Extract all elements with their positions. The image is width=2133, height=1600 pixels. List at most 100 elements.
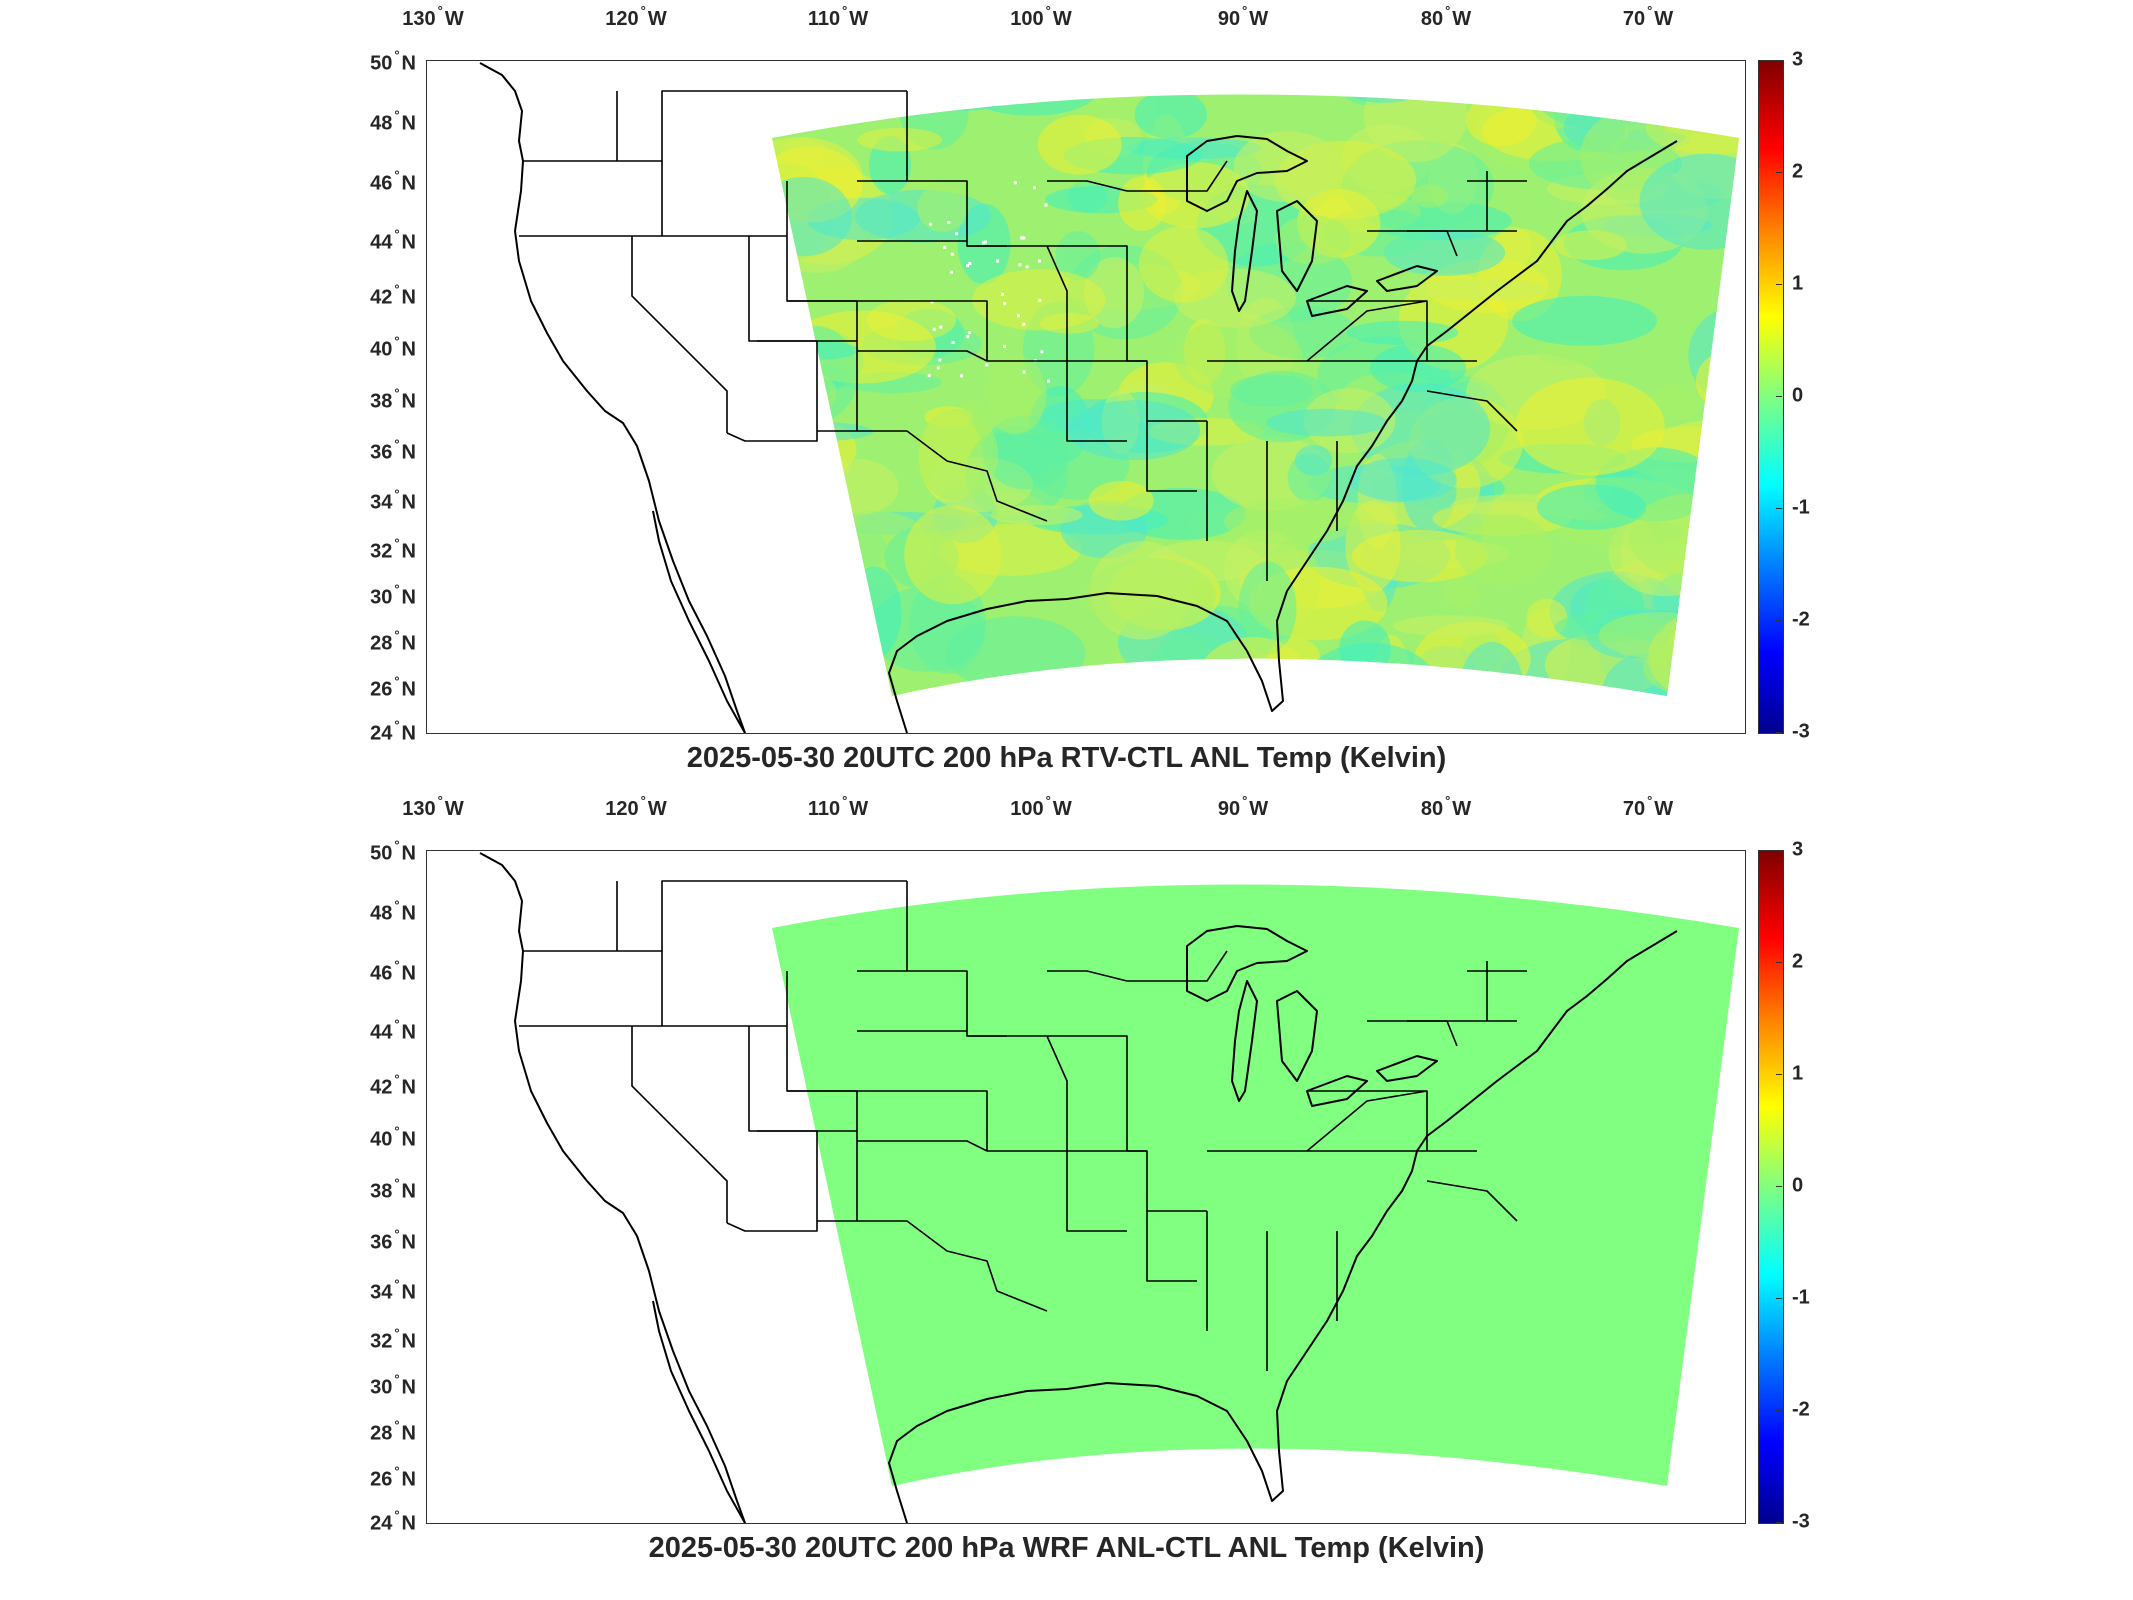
baja-coastline	[652, 510, 746, 733]
longitude-tick-label: 120 ° W	[605, 793, 667, 820]
latitude-tick-label: 36 ° N	[370, 1226, 416, 1254]
state-border	[1426, 1180, 1518, 1222]
latitude-tick-label: 28 ° N	[370, 627, 416, 655]
pacific-coastline	[479, 852, 746, 1523]
great-lakes-outline	[1186, 925, 1438, 1107]
colorbar-tick-mark	[1776, 962, 1782, 963]
state-border	[857, 350, 988, 362]
state-border	[987, 360, 1127, 442]
latitude-tick-label: 46 ° N	[370, 957, 416, 985]
colorbar-tick-mark	[1776, 732, 1782, 733]
map-frame-top	[426, 60, 1746, 734]
state-border	[857, 1220, 1048, 1312]
latitude-tick-label: 32 ° N	[370, 535, 416, 563]
latitude-tick-label: 40 ° N	[370, 1123, 416, 1151]
latitude-tick-label: 36 ° N	[370, 436, 416, 464]
colorbar-tick-mark	[1776, 508, 1782, 509]
colorbar-tick-mark	[1776, 1522, 1782, 1523]
latitude-tick-label: 50 ° N	[370, 837, 416, 865]
state-border	[967, 245, 1068, 361]
longitude-tick-label: 80 ° W	[1420, 3, 1472, 30]
state-border	[522, 880, 907, 952]
latitude-tick-label: 26 ° N	[370, 673, 416, 701]
latitude-tick-label: 50 ° N	[370, 47, 416, 75]
state-border	[1306, 1090, 1428, 1152]
colorbar-tick-label: -1	[1792, 1286, 1810, 1309]
latitude-tick-label: 48 ° N	[370, 897, 416, 925]
longitude-tick-label: 120 ° W	[605, 3, 667, 30]
colorbar-tick-mark	[1776, 172, 1782, 173]
state-border	[1127, 360, 1207, 422]
colorbar-top	[1758, 60, 1784, 734]
state-border	[857, 430, 1048, 522]
gulf-atlantic-coastline	[888, 140, 1678, 733]
state-border	[522, 90, 907, 162]
map-panel-top: 130 ° W 120 ° W 110 ° W 100 ° W 90 ° W 80 ° W 70 ° W 50 ° N 48 °…	[370, 3, 1810, 774]
state-border	[857, 300, 988, 361]
latitude-tick-label: 44 ° N	[370, 226, 416, 254]
state-border	[631, 1026, 728, 1223]
colorbar-tick-label: -3	[1792, 1510, 1810, 1533]
latitude-tick-label: 42 ° N	[370, 281, 416, 309]
latitude-tick-label: 34 ° N	[370, 486, 416, 514]
colorbar-tick-label: 0	[1792, 384, 1804, 407]
colorbar-tick-label: 3	[1792, 838, 1804, 861]
pacific-coastline	[479, 62, 746, 733]
colorbar-tick-mark	[1776, 850, 1782, 851]
baja-coastline	[652, 1300, 746, 1523]
state-border	[1047, 970, 1128, 982]
state-border	[1426, 390, 1518, 432]
map-panel-bottom: 130 ° W 120 ° W 110 ° W 100 ° W 90 ° W 80 ° W 70 ° W 50 ° N 48 °…	[0, 790, 2133, 1600]
state-border	[1146, 421, 1197, 492]
state-border	[1047, 1035, 1128, 1151]
state-border	[857, 1140, 988, 1152]
latitude-tick-label: 28 ° N	[370, 1417, 416, 1445]
analysis-domain-field	[772, 884, 1739, 1486]
longitude-tick-label: 90 ° W	[1217, 793, 1269, 820]
longitude-tick-label: 110 ° W	[807, 793, 869, 820]
panel-title-top: 2025-05-30 20UTC 200 hPa RTV-CTL ANL Tem…	[686, 742, 1447, 774]
boundaries	[479, 62, 1678, 733]
latitude-tick-label: 48 ° N	[370, 107, 416, 135]
state-border	[1047, 180, 1128, 192]
longitude-tick-label: 80 ° W	[1420, 793, 1472, 820]
colorbar-tick-label: -2	[1792, 608, 1810, 631]
state-border	[748, 1026, 817, 1132]
state-border	[987, 1150, 1127, 1232]
longitude-tick-label: 70 ° W	[1622, 3, 1674, 30]
latitude-tick-label: 40 ° N	[370, 333, 416, 361]
state-border	[1127, 1150, 1207, 1212]
colorbar-tick-label: 1	[1792, 272, 1804, 295]
longitude-tick-label: 90 ° W	[1217, 3, 1269, 30]
state-border	[967, 1035, 1068, 1151]
longitude-tick-label: 130 ° W	[402, 793, 464, 820]
latitude-tick-label: 46 ° N	[370, 167, 416, 195]
longitude-tick-label: 100 ° W	[1010, 3, 1072, 30]
colorbar-tick-mark	[1776, 1074, 1782, 1075]
state-border	[857, 1090, 988, 1151]
colorbar-tick-mark	[1776, 1410, 1782, 1411]
map-svg-top	[427, 61, 1745, 733]
latitude-tick-label: 38 ° N	[370, 1175, 416, 1203]
panel-title-bottom: 2025-05-30 20UTC 200 hPa WRF ANL-CTL ANL…	[648, 1532, 1485, 1564]
colorbar-tick-label: 3	[1792, 48, 1804, 71]
boundaries	[479, 852, 1678, 1523]
colorbar-tick-label: 2	[1792, 950, 1804, 973]
colorbar-tick-mark	[1776, 1298, 1782, 1299]
latitude-tick-label: 24 ° N	[370, 1507, 416, 1535]
latitude-tick-label: 30 ° N	[370, 1371, 416, 1399]
colorbar-tick-mark	[1776, 60, 1782, 61]
state-border	[1306, 300, 1428, 362]
latitude-tick-label: 26 ° N	[370, 1463, 416, 1491]
state-border	[1047, 245, 1128, 361]
state-border	[1146, 1211, 1197, 1282]
colorbar-tick-mark	[1776, 620, 1782, 621]
gulf-atlantic-coastline	[888, 930, 1678, 1523]
colorbar-tick-mark	[1776, 396, 1782, 397]
state-border	[1127, 160, 1228, 192]
colorbar-tick-label: 1	[1792, 1062, 1804, 1085]
state-border	[631, 236, 728, 433]
colorbar-tick-mark	[1776, 1186, 1782, 1187]
latitude-tick-label: 24 ° N	[370, 717, 416, 745]
colorbar-tick-label: -3	[1792, 720, 1810, 743]
